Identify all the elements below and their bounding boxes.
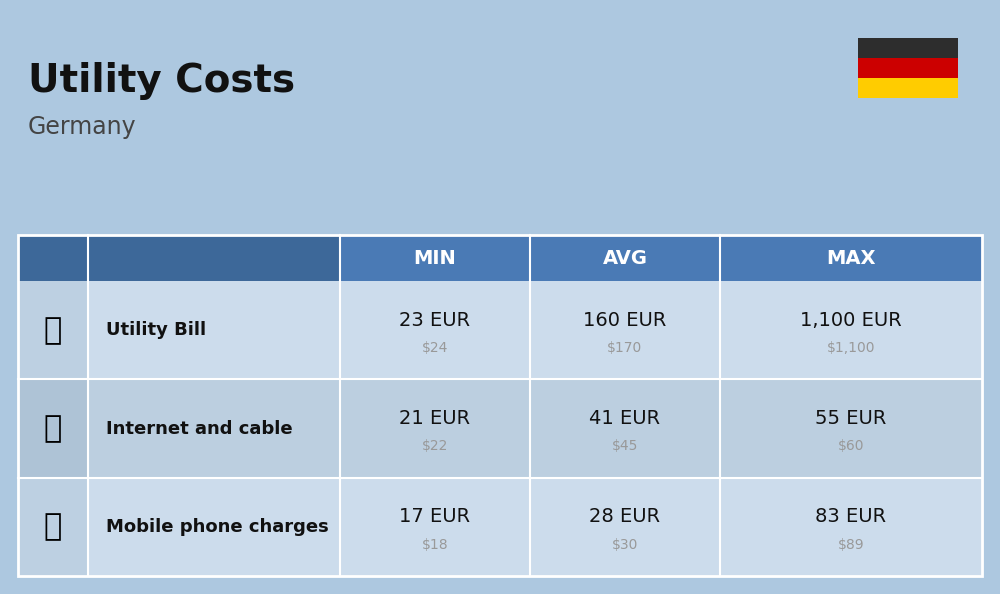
Bar [18, 478, 88, 576]
Text: 📡: 📡 [44, 414, 62, 443]
Bar [18, 281, 88, 380]
Bar [858, 38, 958, 58]
Text: 160 EUR: 160 EUR [583, 311, 667, 330]
Text: $45: $45 [612, 440, 638, 453]
Text: AVG: AVG [602, 248, 648, 267]
Text: MAX: MAX [826, 248, 876, 267]
Text: $89: $89 [838, 538, 864, 552]
Text: 83 EUR: 83 EUR [815, 507, 887, 526]
Text: $18: $18 [422, 538, 448, 552]
Text: Germany: Germany [28, 115, 137, 139]
Bar [18, 235, 982, 576]
Bar [858, 58, 958, 78]
Bar [18, 235, 340, 281]
Bar [18, 478, 982, 576]
Text: $1,100: $1,100 [827, 341, 875, 355]
Text: 28 EUR: 28 EUR [589, 507, 661, 526]
Text: Utility Bill: Utility Bill [106, 321, 206, 339]
Text: 17 EUR: 17 EUR [399, 507, 471, 526]
Text: MIN: MIN [414, 248, 456, 267]
Bar [858, 78, 958, 98]
Bar [18, 281, 982, 380]
Text: $170: $170 [607, 341, 643, 355]
Text: 41 EUR: 41 EUR [589, 409, 661, 428]
Text: 🔧: 🔧 [44, 315, 62, 345]
Text: $24: $24 [422, 341, 448, 355]
Text: 1,100 EUR: 1,100 EUR [800, 311, 902, 330]
Text: $22: $22 [422, 440, 448, 453]
Text: $60: $60 [838, 440, 864, 453]
Bar [18, 380, 88, 478]
Text: 21 EUR: 21 EUR [399, 409, 471, 428]
Bar [18, 235, 982, 281]
Text: $30: $30 [612, 538, 638, 552]
Text: 55 EUR: 55 EUR [815, 409, 887, 428]
Text: Mobile phone charges: Mobile phone charges [106, 518, 329, 536]
Text: 📱: 📱 [44, 513, 62, 541]
Text: Utility Costs: Utility Costs [28, 62, 295, 100]
Text: Internet and cable: Internet and cable [106, 419, 293, 438]
Bar [18, 380, 982, 478]
Text: 23 EUR: 23 EUR [399, 311, 471, 330]
